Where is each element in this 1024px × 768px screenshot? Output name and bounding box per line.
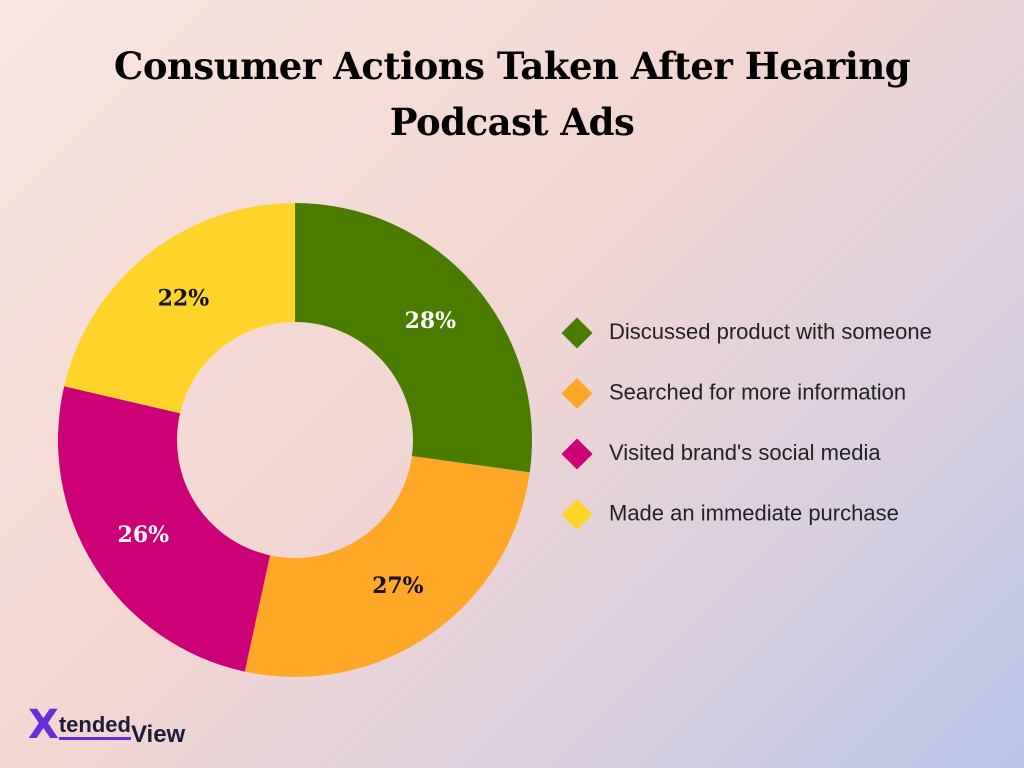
- donut-segment: [244, 456, 530, 677]
- legend-marker: [561, 438, 593, 470]
- legend-marker: [561, 317, 593, 349]
- brand-tended: tended: [58, 712, 131, 740]
- donut-segment: [295, 203, 532, 473]
- legend-marker: [561, 498, 593, 531]
- brand-x: X: [28, 702, 59, 748]
- brand-view: View: [130, 721, 186, 748]
- legend-label: Discussed product with someone: [609, 319, 932, 344]
- donut-segment: [64, 203, 295, 414]
- legend-label: Searched for more information: [609, 379, 906, 404]
- brand-logo: XtendedView: [28, 702, 185, 749]
- data-label: 27%: [372, 573, 424, 599]
- data-label: 22%: [158, 285, 210, 311]
- data-label: 28%: [405, 308, 457, 334]
- legend-label: Visited brand's social media: [609, 440, 881, 465]
- donut-segment: [58, 386, 270, 672]
- data-label: 26%: [118, 522, 170, 548]
- legend-label: Made an immediate purchase: [609, 500, 899, 525]
- legend-marker: [561, 377, 593, 410]
- chart-title: Consumer Actions Taken After Hearing Pod…: [113, 44, 911, 144]
